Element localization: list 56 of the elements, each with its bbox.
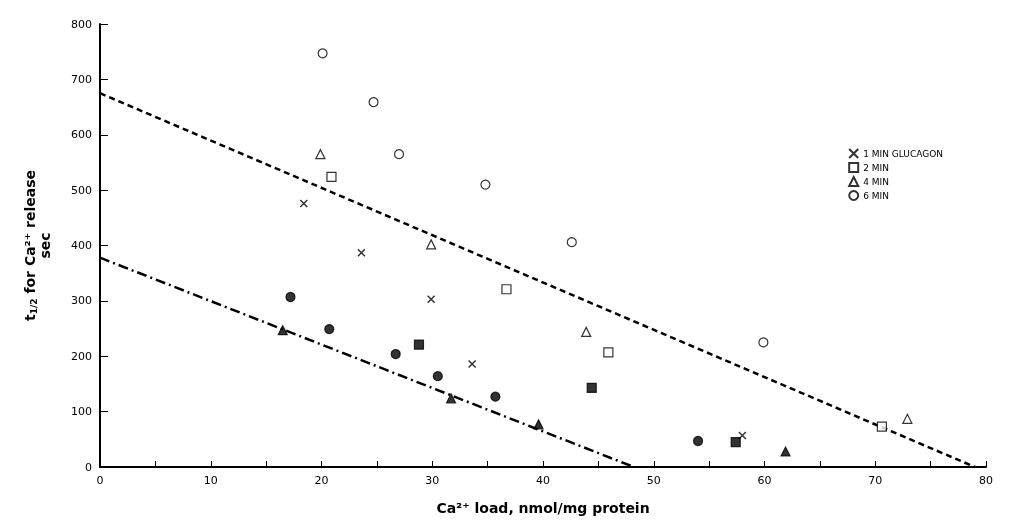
point	[480, 179, 491, 190]
point	[692, 435, 704, 447]
x-tick-label: 0	[96, 474, 104, 487]
point	[603, 347, 614, 358]
point	[277, 325, 288, 336]
point	[426, 239, 437, 250]
y-tick-label: 800	[71, 17, 92, 31]
y-axis-title: t1/2 for Ca²⁺ release sec	[21, 170, 53, 321]
point	[426, 294, 436, 304]
x-tick-label: 80	[979, 474, 993, 487]
point	[586, 382, 597, 393]
x-tick-label: 30	[425, 474, 440, 487]
legend-label: 1 MIN GLUCAGON	[863, 148, 944, 159]
point	[315, 149, 326, 160]
point	[390, 348, 401, 360]
point	[432, 371, 443, 382]
point	[566, 237, 577, 248]
point	[876, 421, 887, 432]
y-tick-label: 200	[71, 349, 92, 363]
point	[299, 199, 309, 208]
point	[581, 326, 592, 337]
x-tick-label: 10	[203, 474, 218, 487]
y-tick-label: 300	[71, 294, 92, 308]
y-tick-label: 100	[71, 405, 92, 419]
point	[324, 324, 335, 335]
point	[490, 391, 501, 402]
legend-label: 6 MIN	[863, 190, 889, 201]
x-tick-label: 20	[314, 474, 329, 487]
x-tick-label: 50	[646, 474, 661, 487]
point	[501, 284, 512, 295]
point	[758, 337, 769, 348]
y-tick-label: 500	[71, 183, 92, 197]
point	[730, 436, 741, 448]
point	[368, 96, 379, 108]
point	[902, 413, 913, 424]
point	[445, 393, 457, 404]
y-tick-label: 600	[71, 128, 92, 142]
point	[533, 419, 544, 430]
y-tick-label: 400	[71, 239, 92, 252]
point	[357, 248, 366, 257]
point	[413, 339, 425, 350]
point	[393, 149, 405, 160]
point	[285, 291, 296, 303]
point	[326, 171, 337, 182]
y-tick-label: 700	[71, 72, 92, 86]
x-tick-label: 60	[757, 474, 772, 487]
point	[467, 359, 477, 369]
x-tick-label: 40	[536, 474, 550, 487]
x-tick-label: 70	[868, 474, 883, 487]
point	[317, 48, 328, 59]
point	[738, 431, 747, 440]
point	[780, 446, 791, 457]
legend-label: 2 MIN	[863, 162, 889, 173]
y-tick-label: 0	[85, 460, 92, 474]
legend-label: 4 MIN	[863, 176, 889, 187]
x-axis-title: Ca²⁺ load, nmol/mg protein	[436, 500, 650, 516]
